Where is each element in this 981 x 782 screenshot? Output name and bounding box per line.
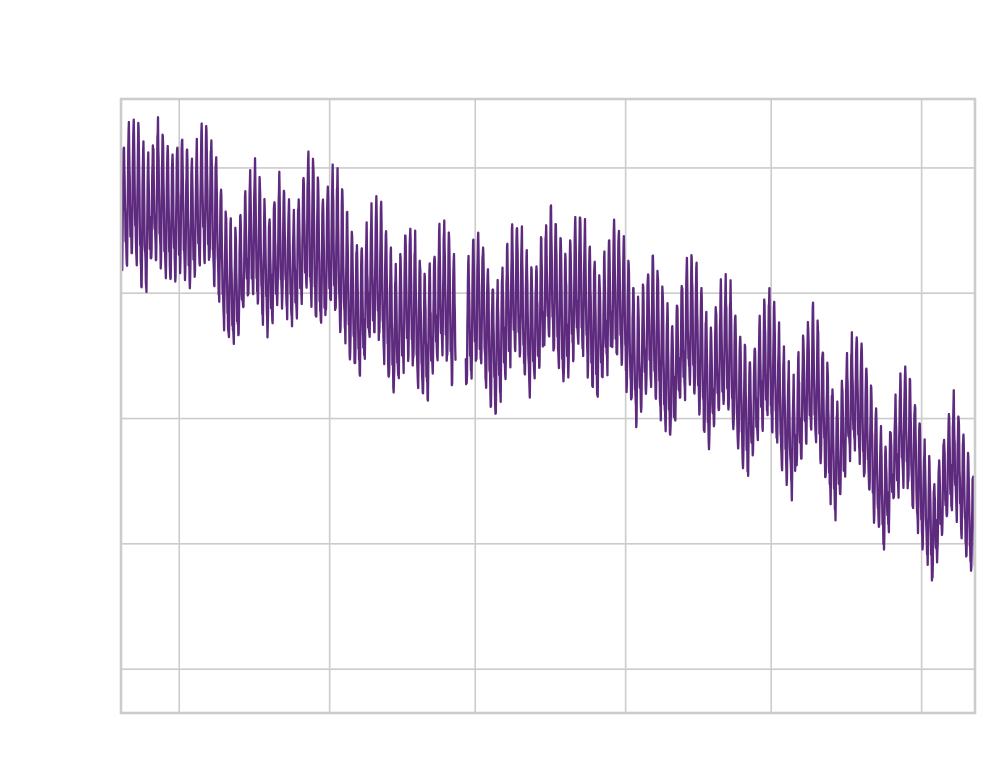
data-series-line bbox=[464, 204, 977, 582]
data-series-line bbox=[119, 116, 457, 402]
